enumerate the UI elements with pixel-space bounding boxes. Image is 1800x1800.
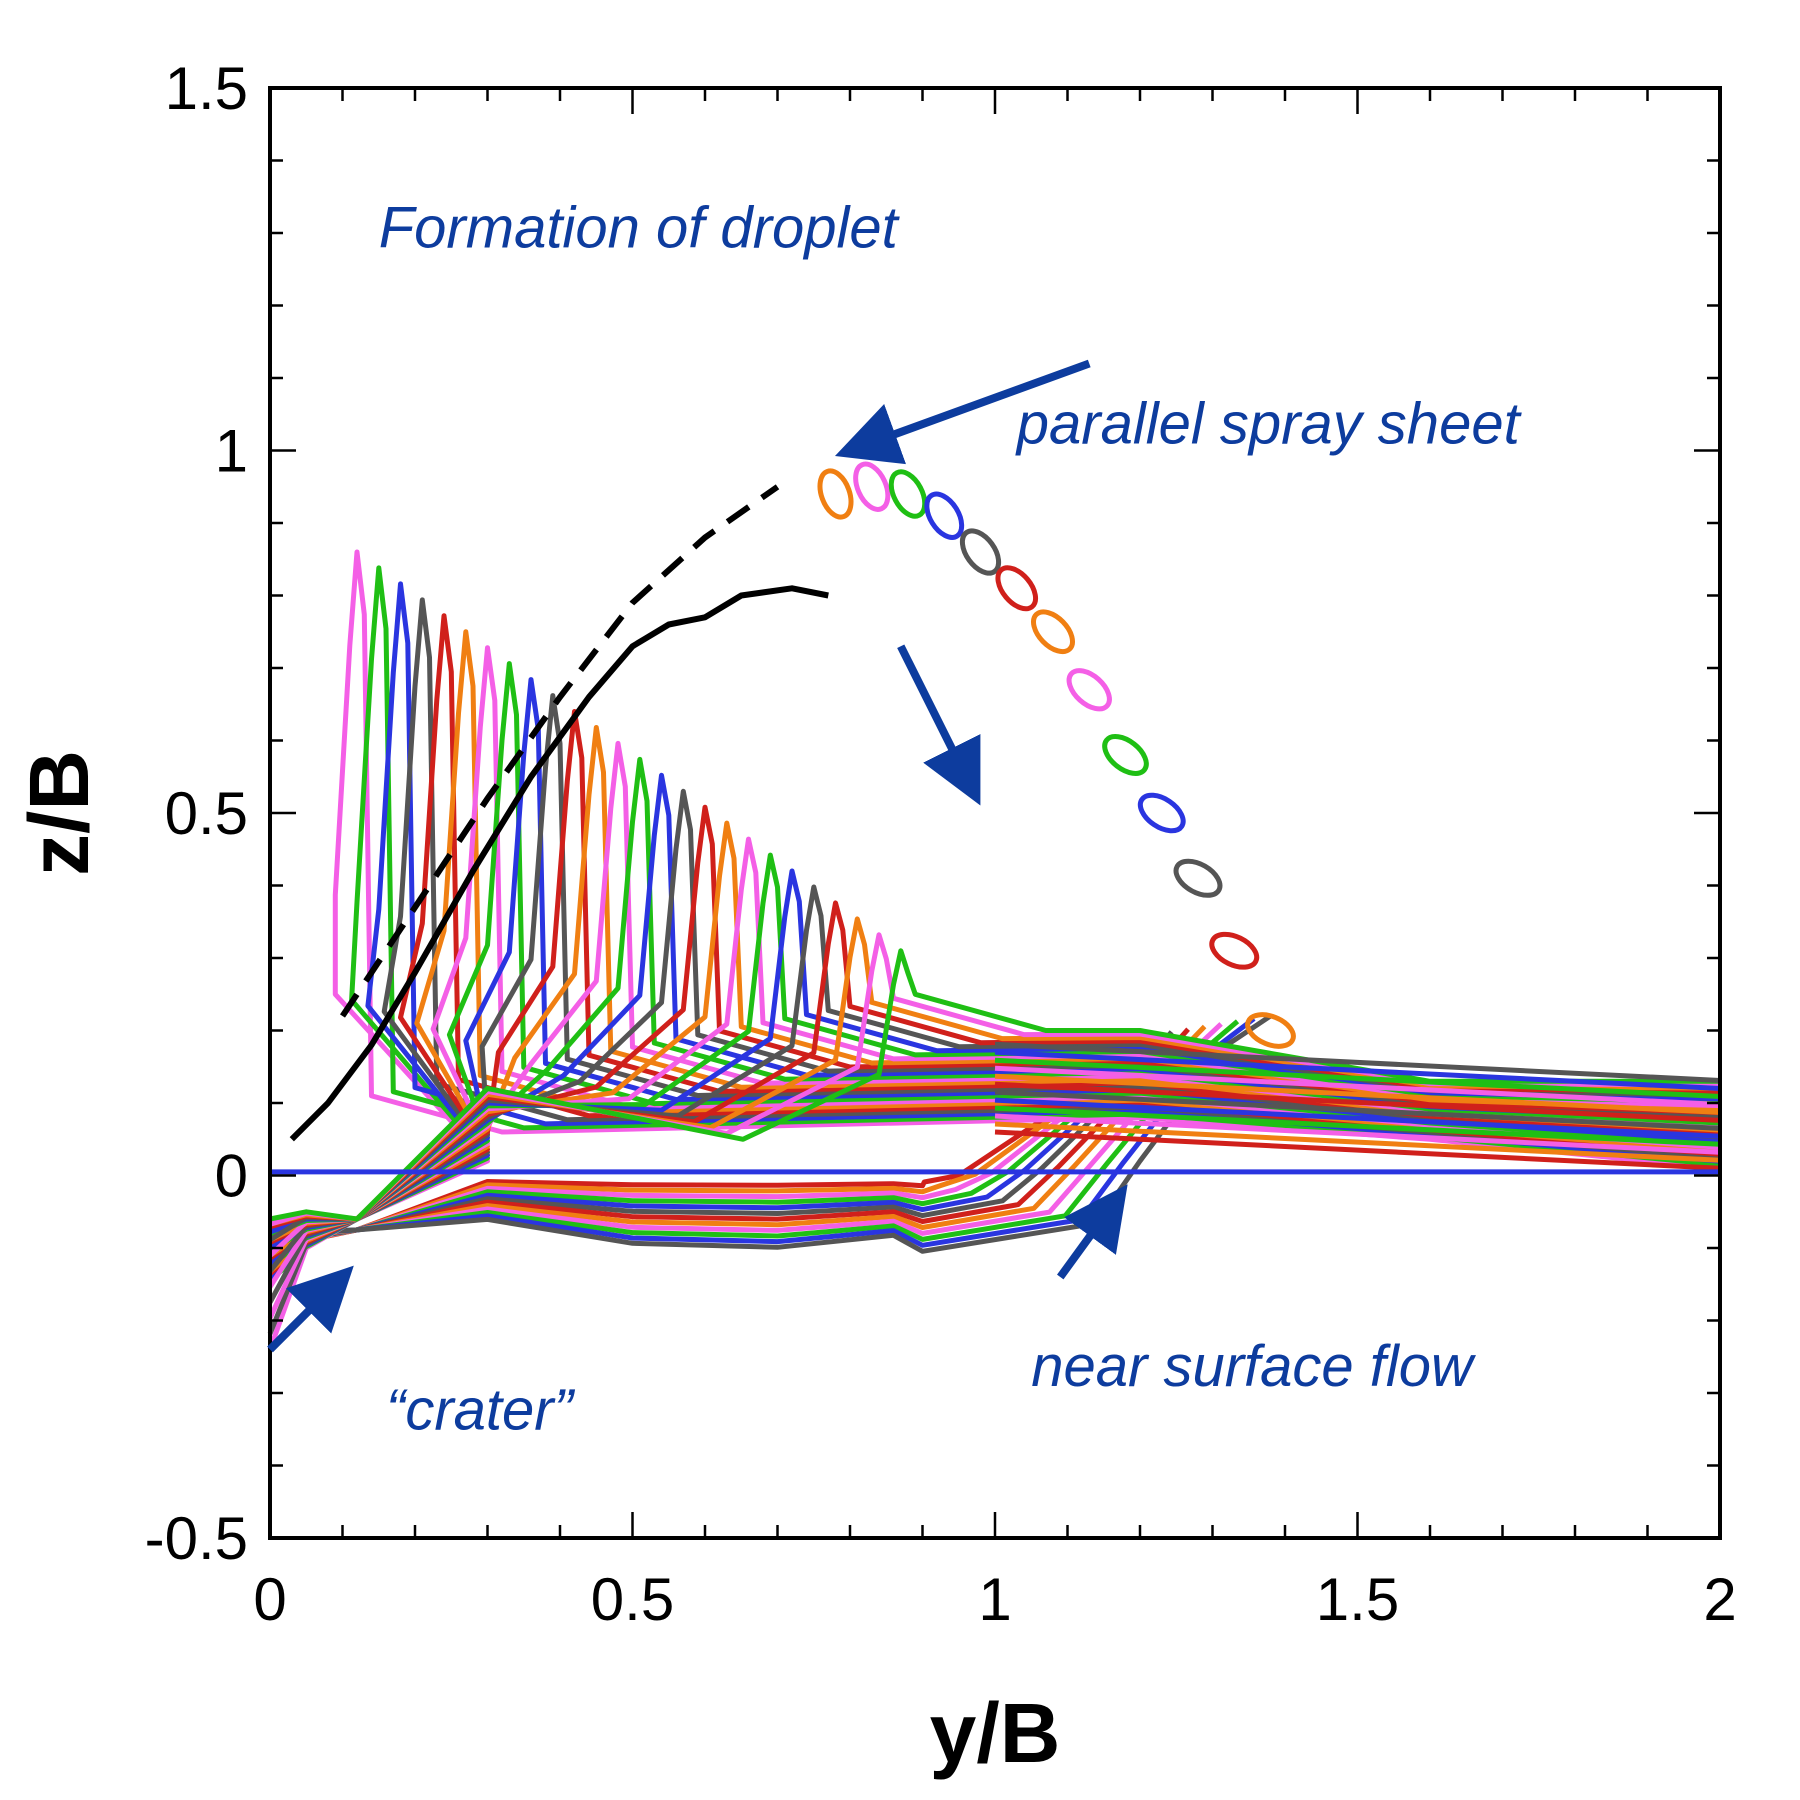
far-field-layer [994,1065,1721,1107]
droplet [817,468,854,520]
spray-sheet-arrow [897,644,981,806]
tick-labels: 0 0.5 1 1.5 2-0.500.511.5 [145,55,1737,1633]
plot-frame [268,86,1722,1540]
far-field-layer [994,1121,1721,1163]
x-tick-label: 1 [978,1566,1011,1633]
x-axis-title: y/B [930,1686,1061,1780]
far-field-layer [994,1129,1721,1171]
droplet [1066,668,1112,712]
droplet [1245,1012,1296,1049]
droplet [1173,858,1223,898]
droplet [888,469,928,519]
far-field-layer [994,1097,1721,1139]
x-tick-label: 0.5 [591,1566,674,1633]
far-field-layer [994,1049,1721,1091]
far-field-layer [994,1089,1721,1131]
dashed-envelope [340,484,780,1018]
far-field-layer [994,1113,1721,1155]
annotation-formation-of-droplet: Formation of droplet [379,196,901,261]
y-tick-label: 1 [215,418,248,485]
droplets-layer [817,461,1296,1049]
spray-profile [268,677,1721,1266]
droplet [1102,734,1149,776]
y-tick-label: 1.5 [165,55,248,122]
annotation-parallel-spray-sheet: parallel spray sheet [1015,391,1523,456]
near-surface-arrow [1057,1184,1128,1280]
annotation-crater: “crater” [386,1377,576,1442]
far-field-layer [994,1057,1721,1099]
y-tick-label: -0.5 [145,1505,248,1572]
y-tick-label: 0 [215,1143,248,1210]
spray-profile [268,661,1721,1268]
annotation-near-surface-flow: near surface flow [1031,1334,1476,1399]
droplet-arrow [834,359,1091,465]
profiles-layer [267,549,1721,1351]
x-tick-label: 0 [253,1566,286,1633]
crater-arrow [267,1265,354,1353]
x-tick-label: 2 [1703,1566,1736,1633]
far-field-layer [994,1041,1721,1083]
far-field-layer [994,1105,1721,1147]
spray-profile [269,948,1720,1222]
y-tick-label: 0.5 [165,780,248,847]
solid-envelope [289,585,829,1142]
droplet [924,491,965,540]
droplet [1137,792,1186,834]
ticks-layer [268,86,1722,1540]
droplet [1031,609,1075,655]
droplet [995,565,1039,612]
x-tick-label: 1.5 [1316,1566,1399,1633]
droplet [853,461,891,512]
envelope-layer [289,484,829,1142]
annotations: Formation of droplet parallel spray shee… [267,196,1523,1442]
far-field-layer [994,1073,1721,1115]
droplet [1209,931,1260,970]
droplet [959,528,1002,576]
far-field-layer [994,1081,1721,1123]
y-axis-title: z/B [12,750,106,876]
